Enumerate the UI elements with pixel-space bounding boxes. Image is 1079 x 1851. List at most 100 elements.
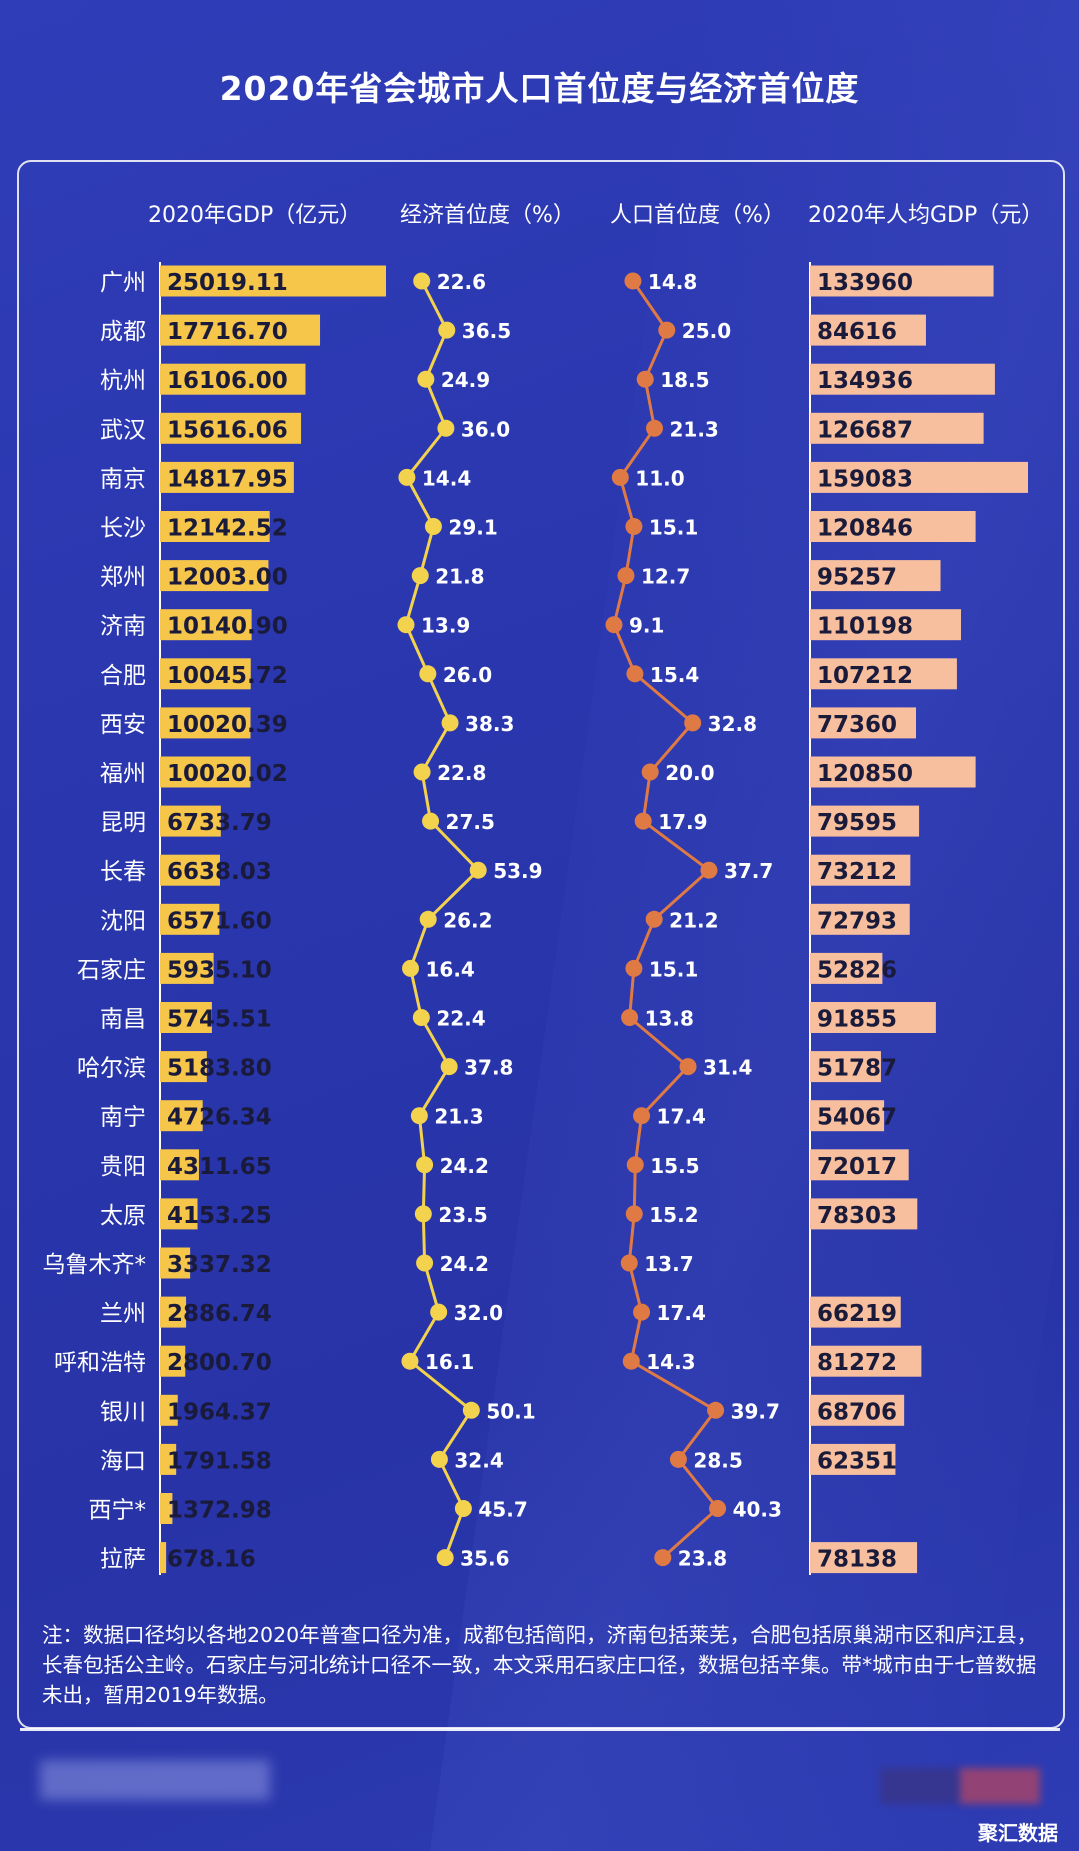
econ-point bbox=[416, 1254, 434, 1272]
econ-point bbox=[440, 1058, 458, 1076]
econ-point bbox=[413, 272, 431, 290]
gdp-value: 3337.32 bbox=[167, 1252, 272, 1278]
pcgdp-value: 120846 bbox=[817, 516, 913, 542]
econ-value: 13.9 bbox=[421, 614, 470, 638]
city-label: 福州 bbox=[100, 761, 146, 787]
pcgdp-bar bbox=[810, 952, 883, 984]
pop-point bbox=[621, 1009, 639, 1026]
gdp-value: 6733.79 bbox=[167, 810, 272, 836]
gdp-bar bbox=[160, 412, 302, 444]
city-label: 沈阳 bbox=[100, 908, 146, 934]
econ-point bbox=[437, 419, 455, 437]
pop-point bbox=[622, 1352, 640, 1370]
pop-point bbox=[709, 1500, 727, 1517]
econ-value: 50.1 bbox=[486, 1399, 535, 1423]
pop-point bbox=[669, 1450, 687, 1468]
pcgdp-bar bbox=[810, 707, 917, 739]
econ-point bbox=[401, 1352, 419, 1370]
econ-value: 36.0 bbox=[461, 417, 510, 441]
econ-point bbox=[462, 1401, 480, 1419]
gdp-bar bbox=[160, 1198, 198, 1230]
pop-point bbox=[624, 272, 642, 290]
pop-point bbox=[700, 861, 718, 879]
pop-point bbox=[625, 518, 643, 535]
gdp-value: 6571.60 bbox=[167, 908, 272, 934]
econ-value: 21.3 bbox=[434, 1105, 483, 1129]
econ-point bbox=[469, 861, 487, 879]
pop-point bbox=[617, 567, 635, 585]
econ-value: 24.9 bbox=[441, 368, 490, 392]
pcgdp-bar bbox=[810, 412, 984, 444]
divider-line bbox=[20, 1728, 1060, 1731]
econ-value: 32.4 bbox=[454, 1448, 503, 1472]
econ-value: 22.8 bbox=[437, 761, 486, 785]
header-pop: 人口首位度（%） bbox=[610, 203, 785, 228]
pcgdp-bar bbox=[810, 1443, 896, 1475]
header-gdp: 2020年GDP（亿元） bbox=[148, 203, 362, 228]
gdp-bar bbox=[160, 854, 220, 886]
pcgdp-bar bbox=[810, 560, 941, 592]
pop-value: 20.0 bbox=[665, 761, 714, 785]
econ-value: 24.2 bbox=[440, 1252, 489, 1276]
pcgdp-value: 62351 bbox=[817, 1448, 897, 1474]
pcgdp-bar bbox=[810, 314, 926, 346]
pop-point bbox=[645, 910, 663, 928]
econ-value: 26.2 bbox=[443, 908, 492, 932]
pop-value: 37.7 bbox=[724, 859, 773, 883]
pop-value: 14.8 bbox=[648, 270, 697, 294]
pop-value: 13.8 bbox=[645, 1007, 694, 1031]
gdp-value: 5745.51 bbox=[167, 1007, 272, 1033]
gdp-bar bbox=[160, 609, 252, 641]
pcgdp-bar bbox=[810, 265, 994, 297]
pop-point bbox=[626, 1156, 644, 1174]
econ-value: 53.9 bbox=[493, 859, 542, 883]
gdp-bar bbox=[160, 1345, 186, 1377]
pop-value: 39.7 bbox=[731, 1399, 780, 1423]
pop-value: 9.1 bbox=[629, 614, 664, 638]
city-label: 乌鲁木齐* bbox=[43, 1252, 147, 1278]
econ-value: 26.0 bbox=[443, 663, 492, 687]
pcgdp-value: 81272 bbox=[817, 1350, 897, 1376]
gdp-bar bbox=[160, 1296, 187, 1328]
pop-value: 15.1 bbox=[649, 516, 698, 540]
pcgdp-value: 120850 bbox=[817, 761, 913, 787]
econ-value: 21.8 bbox=[435, 565, 484, 589]
city-label: 西安 bbox=[100, 712, 146, 738]
pop-point bbox=[654, 1549, 672, 1567]
econ-point bbox=[419, 665, 437, 683]
pop-value: 15.4 bbox=[650, 663, 699, 687]
econ-point bbox=[397, 616, 415, 634]
econ-point bbox=[411, 567, 429, 585]
gdp-bar bbox=[160, 1100, 203, 1132]
pcgdp-value: 91855 bbox=[817, 1007, 897, 1033]
gdp-value: 10045.72 bbox=[167, 663, 288, 689]
pcgdp-bar bbox=[810, 461, 1028, 493]
gdp-bar bbox=[160, 1493, 173, 1524]
econ-point bbox=[402, 959, 420, 977]
pop-value: 15.2 bbox=[649, 1203, 698, 1227]
pop-value: 21.3 bbox=[670, 417, 719, 441]
pop-point bbox=[641, 763, 659, 781]
gdp-bar bbox=[160, 1542, 167, 1574]
city-label: 成都 bbox=[100, 319, 146, 345]
gdp-bar bbox=[160, 1247, 191, 1279]
econ-point bbox=[412, 1009, 430, 1026]
econ-point bbox=[430, 1450, 448, 1468]
econ-point bbox=[413, 763, 431, 781]
pcgdp-bar bbox=[810, 903, 910, 935]
pop-point bbox=[679, 1058, 697, 1076]
pcgdp-value: 78303 bbox=[817, 1203, 897, 1229]
gdp-value: 4311.65 bbox=[167, 1154, 272, 1180]
city-label: 西宁* bbox=[89, 1498, 147, 1524]
city-label: 杭州 bbox=[100, 368, 146, 394]
econ-value: 29.1 bbox=[448, 516, 497, 540]
pcgdp-value: 72017 bbox=[817, 1154, 897, 1180]
pop-value: 17.9 bbox=[658, 810, 707, 834]
gdp-bar bbox=[160, 658, 251, 690]
econ-point bbox=[454, 1500, 472, 1517]
pcgdp-bar bbox=[810, 1542, 918, 1574]
pcgdp-bar bbox=[810, 756, 976, 788]
pop-value: 14.3 bbox=[646, 1350, 695, 1374]
gdp-value: 4726.34 bbox=[167, 1105, 272, 1131]
pop-value: 15.1 bbox=[649, 957, 698, 981]
